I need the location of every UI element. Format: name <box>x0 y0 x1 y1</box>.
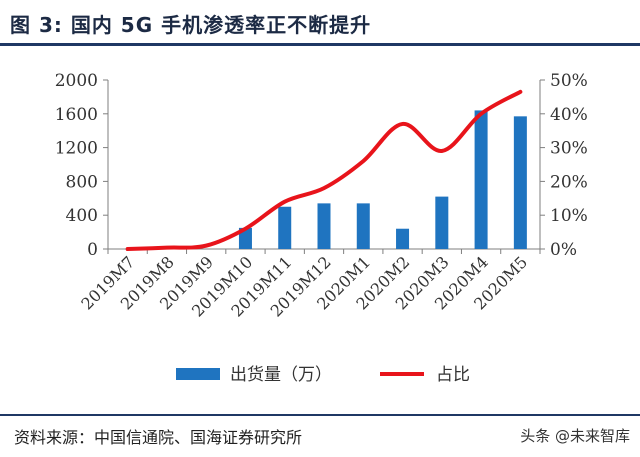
bar <box>317 203 331 249</box>
figure-title: 图 3: 国内 5G 手机渗透率正不断提升 <box>10 13 372 37</box>
line-series <box>125 89 523 251</box>
bar <box>474 110 488 249</box>
legend-line-label: 占比 <box>436 365 470 385</box>
bar <box>513 116 527 250</box>
left-tick-label: 0 <box>87 240 98 260</box>
right-tick-label: 40% <box>550 105 588 125</box>
right-tick-label: 0% <box>550 240 577 260</box>
bar <box>278 206 292 249</box>
bar-series <box>238 110 527 250</box>
x-tick-labels: 2019M72019M82019M92019M102019M112019M122… <box>77 252 531 320</box>
chart-legend: 出货量（万） 占比 <box>176 365 470 385</box>
left-tick-label: 2000 <box>55 71 98 91</box>
combo-chart: 0 400 800 1200 1600 2000 0% 10% 20% 30% 40% 50% 201… <box>55 71 588 385</box>
left-tick-label: 800 <box>66 172 98 192</box>
bar <box>238 227 252 249</box>
left-tick-label: 1200 <box>55 139 98 159</box>
source-note: 资料来源：中国信通院、国海证券研究所 <box>14 428 303 447</box>
bar <box>396 228 410 249</box>
figure-header: 图 3: 国内 5G 手机渗透率正不断提升 <box>0 0 640 46</box>
right-tick-label: 20% <box>550 172 588 192</box>
watermark: 头条 @未来智库 <box>520 427 630 445</box>
right-tick-label: 30% <box>550 139 588 159</box>
title-divider <box>0 43 640 46</box>
right-tick-label: 10% <box>550 206 588 226</box>
footer-divider <box>0 414 640 416</box>
right-tick-label: 50% <box>550 71 588 91</box>
left-tick-label: 400 <box>66 206 98 226</box>
chart-axes: 0 400 800 1200 1600 2000 0% 10% 20% 30% 40% 50% <box>55 71 588 260</box>
left-tick-label: 1600 <box>55 105 98 125</box>
bar <box>356 203 370 249</box>
legend-bar-label: 出货量（万） <box>230 365 332 385</box>
legend-bar-swatch <box>176 368 220 380</box>
bar <box>435 196 449 249</box>
